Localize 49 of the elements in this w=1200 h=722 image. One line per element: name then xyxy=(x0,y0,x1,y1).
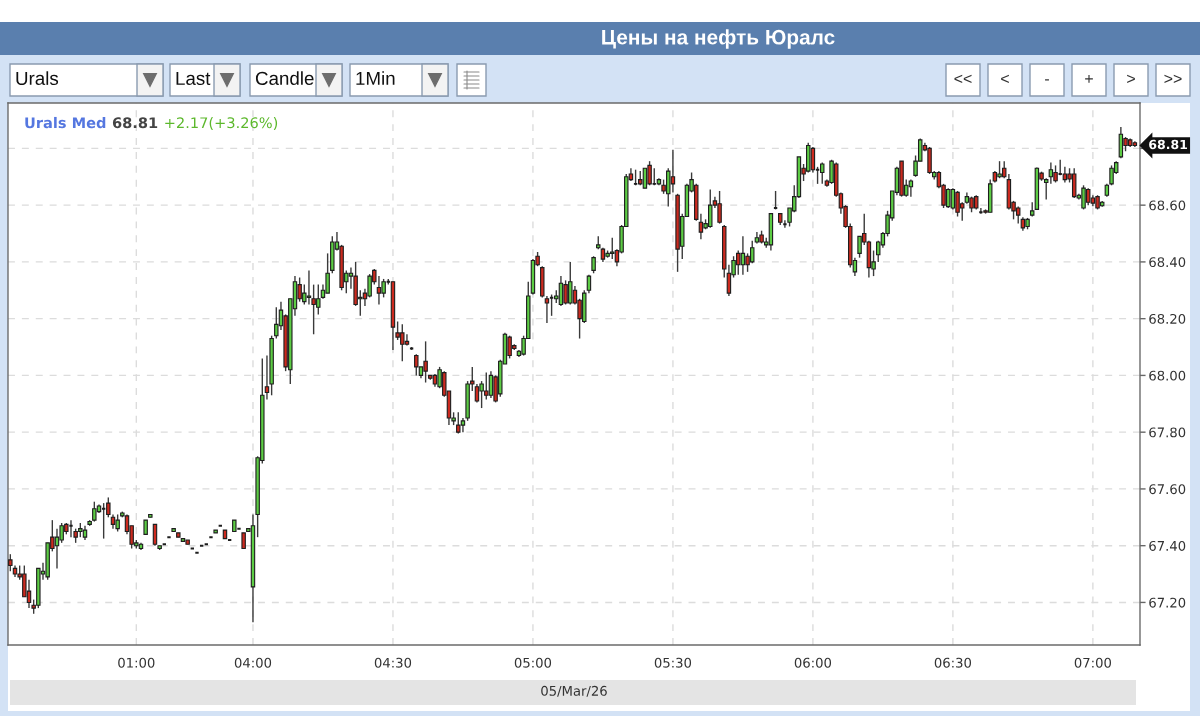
x-tick-label: 06:00 xyxy=(794,657,832,668)
x-tick-label: 07:00 xyxy=(1074,657,1112,668)
text: < xyxy=(1001,74,1009,83)
x-tick-label: 04:30 xyxy=(374,657,412,668)
candlestick xyxy=(1071,167,1077,199)
y-tick-label: 67.60 xyxy=(1149,484,1186,495)
annotation: +2.17(+3.26%) xyxy=(165,116,278,130)
x-tick-label: 05:30 xyxy=(654,657,692,668)
text: Candle xyxy=(255,71,314,86)
y-tick-label: 68.60 xyxy=(1149,200,1186,211)
text: + xyxy=(1085,74,1093,83)
candlestick xyxy=(404,333,410,347)
candlestick xyxy=(423,340,428,384)
text: >> xyxy=(1164,74,1182,83)
y-tick-label: 68.40 xyxy=(1149,257,1186,268)
x-tick-label: 06:30 xyxy=(934,657,972,668)
candlestick xyxy=(1048,161,1054,185)
candlestick xyxy=(488,370,494,399)
y-tick-label: 67.80 xyxy=(1149,427,1186,438)
candlestick xyxy=(274,306,279,340)
candlestick xyxy=(152,523,158,547)
y-tick-label: 67.20 xyxy=(1149,597,1186,608)
candlestick xyxy=(670,149,676,194)
annotation: Urals Med xyxy=(25,116,106,129)
candlestick xyxy=(414,353,419,377)
candlestick xyxy=(456,411,461,435)
annotation: 68.81 xyxy=(112,117,158,129)
text: Last xyxy=(176,71,211,86)
x-axis-title: 05/Mar/26 xyxy=(541,685,607,697)
candlestick xyxy=(945,187,951,209)
text: << xyxy=(954,74,972,83)
text: 1Min xyxy=(356,71,395,85)
candlestick xyxy=(642,167,648,189)
candlestick xyxy=(647,160,652,186)
candlestick xyxy=(306,269,312,306)
text: - xyxy=(1045,79,1049,81)
candlestick xyxy=(92,501,97,523)
text: 68.81 xyxy=(1149,139,1188,150)
candlestick xyxy=(1118,126,1124,160)
text: > xyxy=(1127,74,1135,83)
y-tick-label: 68.20 xyxy=(1149,313,1186,324)
y-tick-label: 67.40 xyxy=(1149,540,1186,551)
x-tick-label: 01:00 xyxy=(118,657,155,668)
x-tick-label: 05:00 xyxy=(514,657,552,668)
text: Urals xyxy=(16,71,59,86)
chart-title: Цены на нефть Юралс xyxy=(602,29,835,49)
y-tick-label: 68.00 xyxy=(1149,370,1186,381)
x-tick-label: 04:00 xyxy=(234,657,272,668)
candlestick xyxy=(717,190,722,225)
